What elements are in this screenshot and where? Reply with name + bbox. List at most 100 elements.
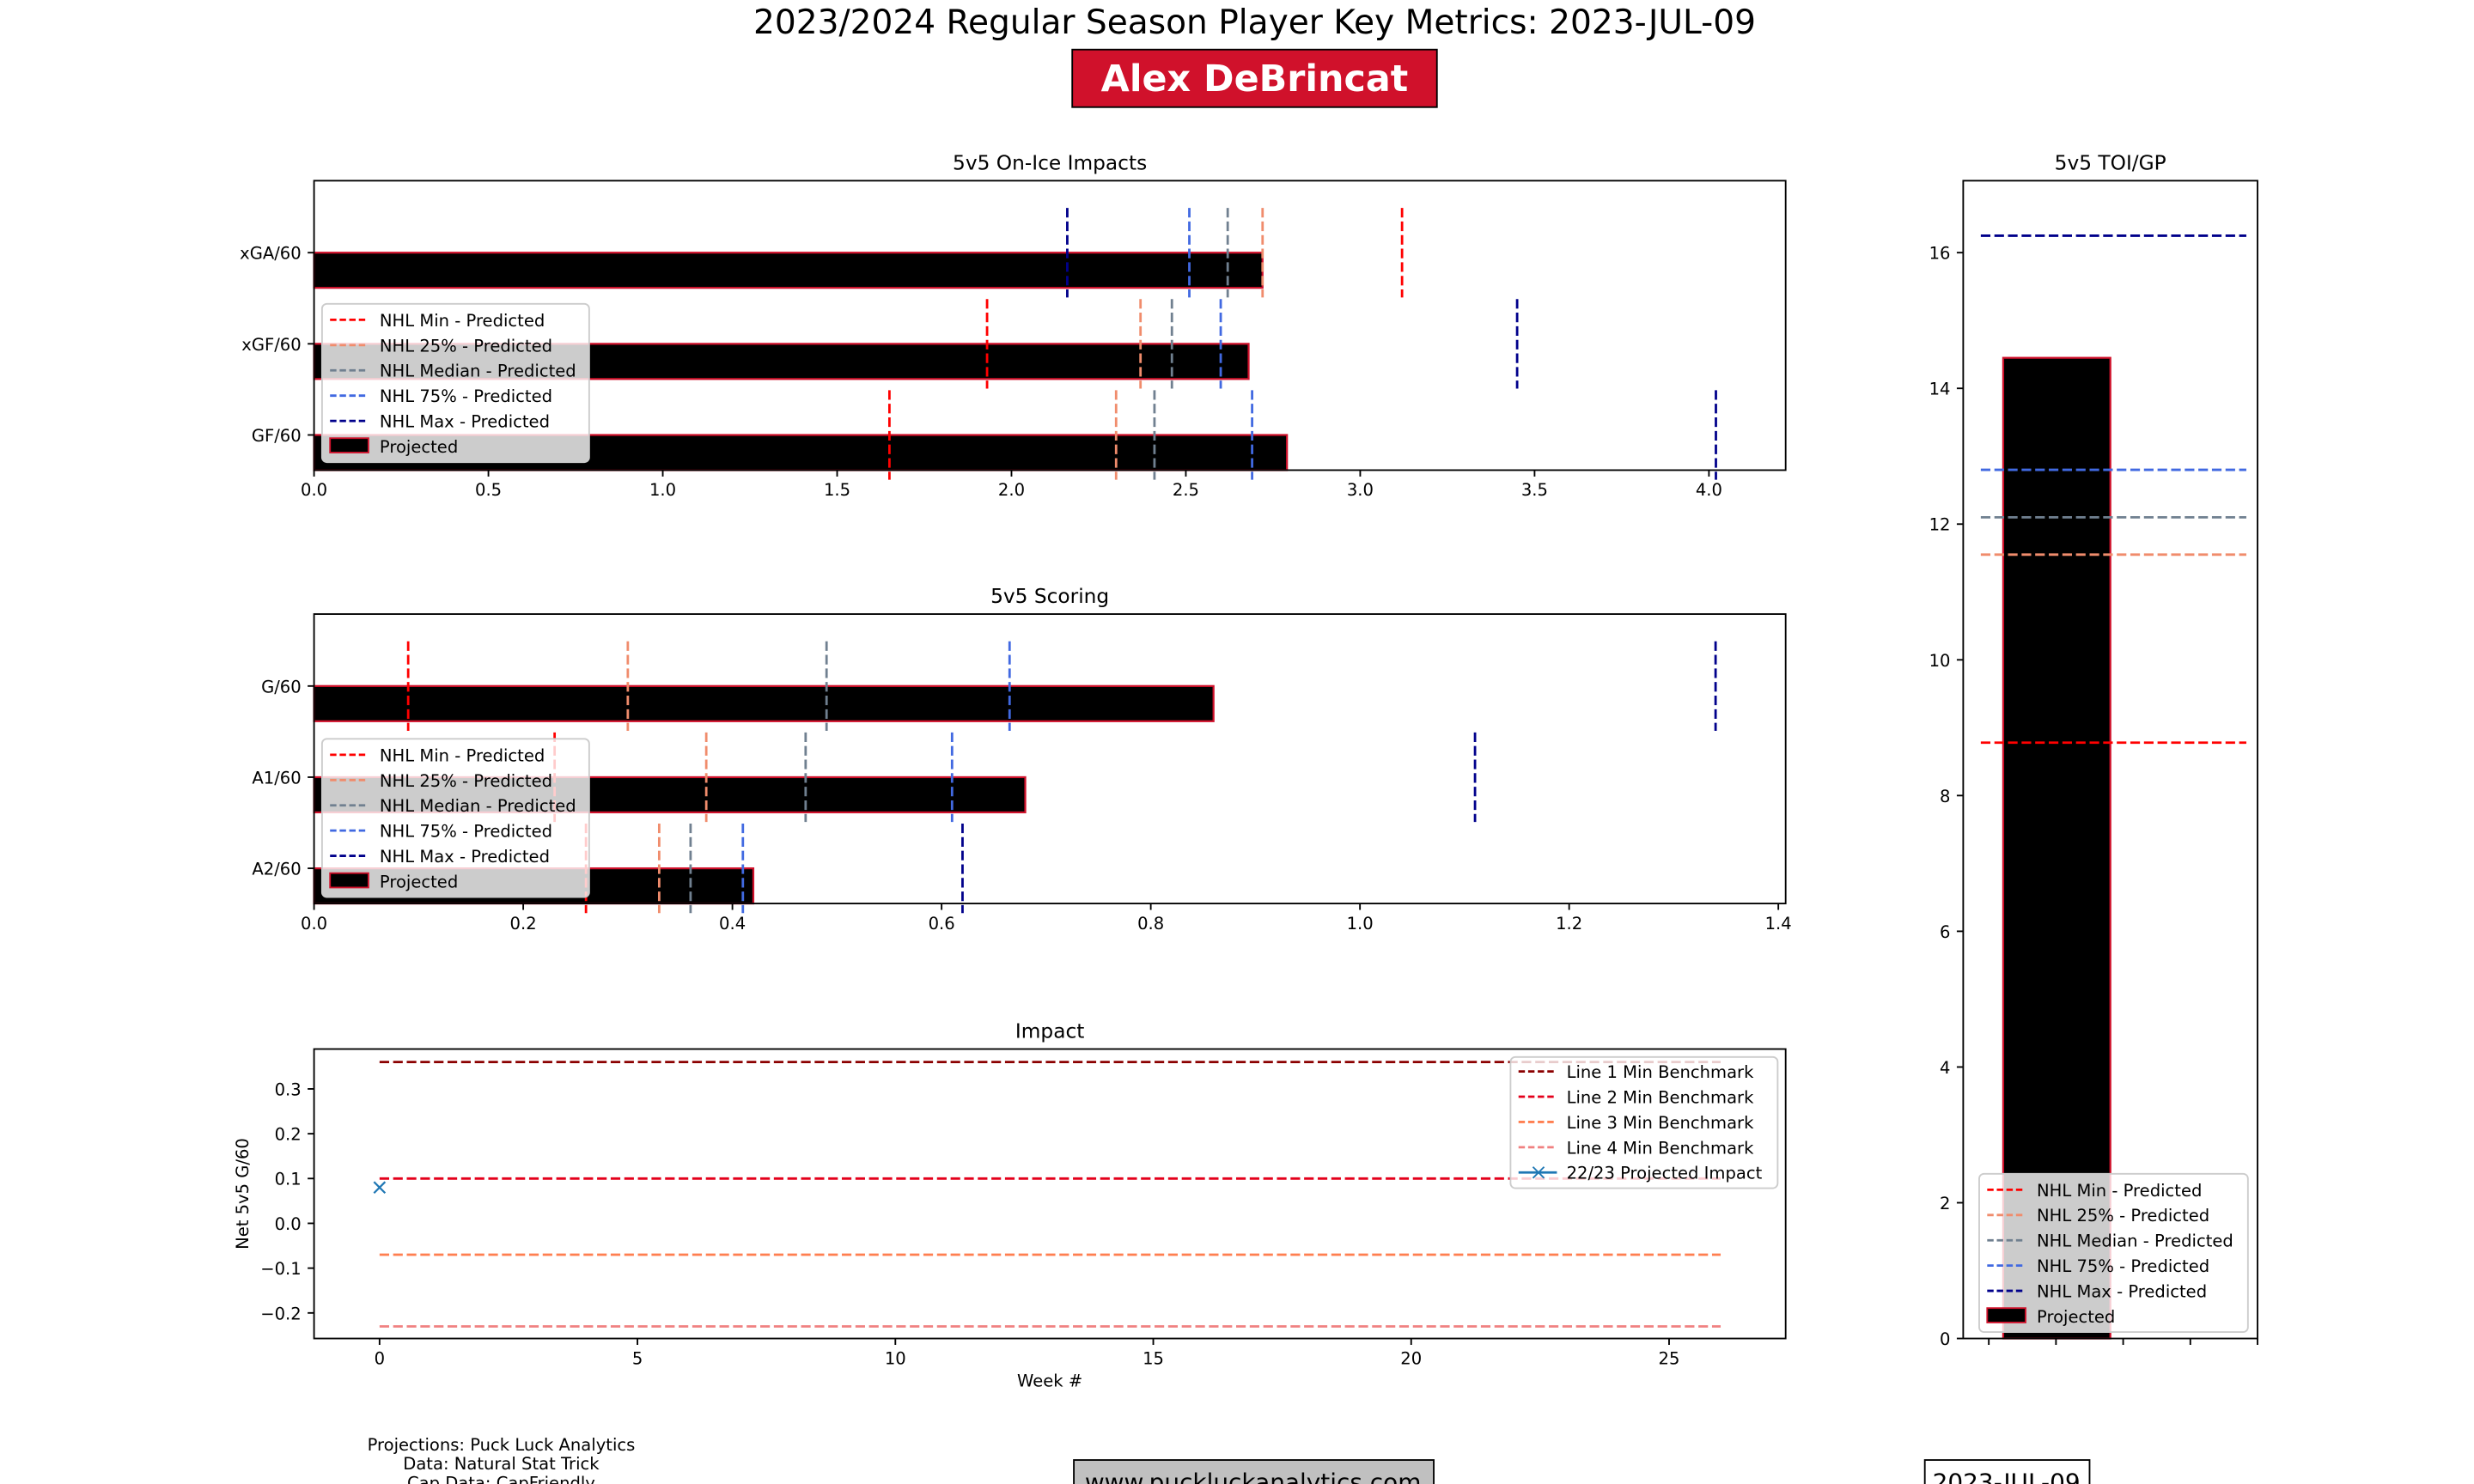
y-tick-label: −0.2 <box>260 1304 301 1323</box>
credit-projections: Projections: Puck Luck Analytics <box>368 1435 636 1455</box>
y-axis-label: Net 5v5 G/60 <box>233 1138 253 1250</box>
legend-label: Line 4 Min Benchmark <box>1567 1138 1755 1158</box>
panel-title: Impact <box>1015 1019 1084 1043</box>
panel-title: 5v5 TOI/GP <box>2055 151 2166 174</box>
x-tick-label: 1.0 <box>1347 914 1374 934</box>
legend-label: NHL Max - Predicted <box>380 847 550 867</box>
credit-cap-data: Cap Data: CapFriendly <box>407 1474 595 1484</box>
legend: Line 1 Min Benchmark Line 2 Min Benchmark… <box>1509 1055 1779 1189</box>
legend-frame <box>1509 1055 1779 1189</box>
y-tick-label: A2/60 <box>252 860 301 879</box>
y-tick-label: 4 <box>1940 1058 1950 1078</box>
x-tick-label: 20 <box>1400 1348 1422 1368</box>
y-tick-label: 10 <box>1929 651 1951 671</box>
y-tick-label: xGA/60 <box>240 244 302 264</box>
axes-frame <box>313 613 1787 904</box>
bar-G/60 <box>313 684 1215 722</box>
y-tick-label: −0.1 <box>260 1259 301 1279</box>
legend-label: NHL 25% - Predicted <box>380 336 552 356</box>
figure-title: 2023/2024 Regular Season Player Key Metr… <box>753 3 1756 42</box>
x-tick-label: 0.8 <box>1137 914 1164 934</box>
axes-frame <box>313 179 1787 471</box>
y-tick-label: 0.3 <box>275 1080 302 1099</box>
player-name-box <box>1071 48 1438 108</box>
y-tick-label: 16 <box>1929 244 1951 264</box>
bar-xGA/60 <box>313 252 1264 289</box>
x-tick-label: 1.0 <box>649 480 676 500</box>
x-tick-label: 1.2 <box>1556 914 1582 934</box>
legend-marker-x <box>1532 1166 1545 1179</box>
legend-label: NHL Max - Predicted <box>2037 1282 2207 1302</box>
x-tick-label: 25 <box>1659 1348 1680 1368</box>
legend-label: NHL 75% - Predicted <box>380 822 552 842</box>
player-name: Alex DeBrincat <box>1101 58 1409 100</box>
legend-label: NHL Min - Predicted <box>380 311 545 331</box>
y-tick-label: 14 <box>1929 380 1951 399</box>
axes-frame <box>313 1048 1787 1340</box>
legend-label: Line 3 Min Benchmark <box>1567 1113 1755 1133</box>
x-tick-label: 3.5 <box>1521 480 1548 500</box>
legend-swatch-projected <box>1986 1307 2026 1323</box>
legend: NHL Min - Predicted NHL 25% - Predicted NH… <box>320 738 590 898</box>
y-tick-label: 0.2 <box>275 1125 302 1145</box>
legend-frame <box>320 738 590 898</box>
x-tick-label: 3.0 <box>1347 480 1374 500</box>
panel-title: 5v5 On-Ice Impacts <box>953 151 1147 174</box>
x-tick-label: 4.0 <box>1696 480 1722 500</box>
legend-label: Projected <box>2037 1307 2115 1327</box>
x-tick-label: 0.0 <box>301 480 327 500</box>
legend-label: 22/23 Projected Impact <box>1567 1164 1763 1183</box>
y-tick-label: 0.0 <box>275 1214 302 1234</box>
y-tick-label: xGF/60 <box>241 335 301 355</box>
legend-label: NHL Median - Predicted <box>380 796 576 816</box>
y-tick-label: GF/60 <box>252 426 302 446</box>
legend-label: Line 1 Min Benchmark <box>1567 1062 1755 1082</box>
legend-label: NHL 25% - Predicted <box>380 771 552 791</box>
date-label: 2023-JUL-09 <box>1933 1468 2081 1484</box>
y-tick-label: 8 <box>1940 787 1950 806</box>
y-tick-label: G/60 <box>261 677 302 696</box>
y-tick-label: 0.1 <box>275 1170 302 1189</box>
impact-point <box>373 1181 387 1195</box>
legend-label: NHL 25% - Predicted <box>2037 1206 2209 1226</box>
website-box <box>1073 1459 1435 1484</box>
x-axis-label: Week # <box>1017 1371 1082 1390</box>
x-tick-label: 0 <box>375 1348 385 1368</box>
legend-swatch-projected <box>329 872 369 889</box>
panel-title: 5v5 Scoring <box>990 585 1109 608</box>
credits: Projections: Puck Luck Analytics Data: N… <box>368 1435 636 1484</box>
y-tick-label: 2 <box>1940 1194 1950 1213</box>
legend-label: NHL Max - Predicted <box>380 412 550 432</box>
date-box <box>1923 1459 2091 1484</box>
legend-label: NHL Min - Predicted <box>2037 1181 2202 1201</box>
legend-label: NHL 75% - Predicted <box>380 386 552 406</box>
legend-frame <box>320 302 590 464</box>
x-tick-label: 1.5 <box>824 480 850 500</box>
x-tick-label: 0.5 <box>475 480 502 500</box>
x-tick-label: 2.0 <box>998 480 1025 500</box>
x-tick-label: 0.2 <box>510 914 537 934</box>
x-tick-label: 0.0 <box>301 914 327 934</box>
legend-label: NHL Min - Predicted <box>380 745 545 765</box>
y-tick-label: A1/60 <box>252 768 301 788</box>
y-tick-label: 0 <box>1940 1329 1950 1349</box>
x-tick-label: 10 <box>885 1348 906 1368</box>
y-tick-label: 6 <box>1940 922 1950 942</box>
legend-label: Projected <box>380 872 458 891</box>
axes-frame <box>1962 179 2258 1340</box>
legend-label: Line 2 Min Benchmark <box>1567 1087 1755 1107</box>
legend-label: NHL Median - Predicted <box>2037 1232 2233 1251</box>
legend: NHL Min - Predicted NHL 25% - Predicted NH… <box>1978 1172 2249 1334</box>
legend-label: NHL Median - Predicted <box>380 362 576 381</box>
legend-swatch-projected <box>329 437 369 453</box>
y-tick-label: 12 <box>1929 515 1951 535</box>
x-tick-label: 15 <box>1143 1348 1164 1368</box>
x-tick-label: 5 <box>632 1348 643 1368</box>
x-tick-label: 0.6 <box>929 914 955 934</box>
website-link[interactable]: www.puckluckanalytics.com <box>1085 1468 1422 1484</box>
credit-data: Data: Natural Stat Trick <box>403 1454 600 1474</box>
legend: NHL Min - Predicted NHL 25% - Predicted NH… <box>320 302 590 464</box>
legend-label: NHL 75% - Predicted <box>2037 1256 2209 1276</box>
x-tick-label: 1.4 <box>1765 914 1792 934</box>
